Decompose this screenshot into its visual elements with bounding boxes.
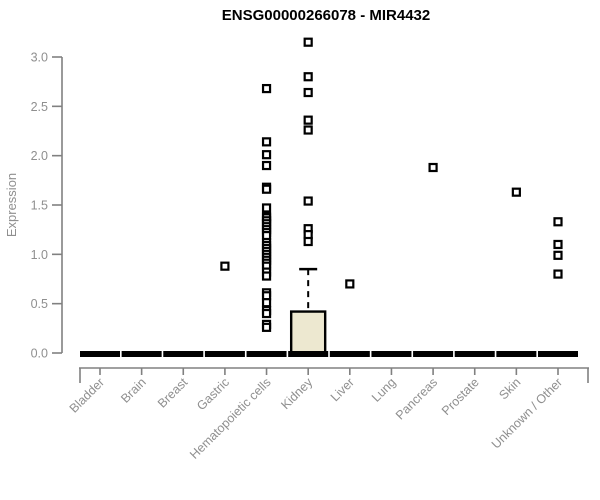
x-axis-category-label: Liver [328,375,357,404]
boxplot-median-bar [454,351,495,357]
boxplot-median-bar [329,351,370,357]
outlier-point [261,271,272,281]
x-axis-category-label: Prostate [439,375,482,418]
y-axis-tick-label: 0.5 [31,297,48,311]
boxplot-box [289,310,327,355]
boxplot-median-bar [80,351,120,357]
boxplot-median-bar [204,351,245,357]
outlier-point [261,150,272,160]
outlier-point [303,87,313,98]
outlier-point [303,196,313,206]
x-axis-category-label: Skin [496,375,523,402]
y-axis-title: Expression [4,173,19,237]
boxplot-median-bar [288,351,329,357]
outlier-point [261,83,272,94]
outlier-point [261,298,272,308]
y-axis-tick-label: 2.0 [31,149,48,163]
boxplot-median-bar [163,351,204,357]
y-axis-tick-label: 0.0 [31,347,48,361]
boxplot-median-bar [121,351,162,357]
outlier-point [303,236,313,247]
x-axis-category-label: Unknown / Other [489,375,565,451]
outlier-point [553,217,563,227]
outlier-point [261,184,272,194]
x-axis-category-label: Bladder [67,375,107,415]
outlier-point [303,125,313,135]
outlier-point [511,187,521,197]
outlier-point [261,160,272,171]
outlier-point [553,269,563,279]
y-axis-tick-label: 1.0 [31,248,48,262]
x-axis-category-label: Pancreas [393,375,440,422]
boxplot-median-bar [371,351,412,357]
x-axis-category-label: Hematopoietic cells [187,375,274,462]
outlier-point [220,261,230,271]
outlier-point [303,115,313,125]
outlier-point [303,72,313,82]
boxplot-median-bar [537,351,578,357]
x-axis-category-label: Kidney [278,375,315,412]
boxplot-median-bar [413,351,454,357]
outlier-point [553,250,563,260]
outlier-point [553,239,563,250]
x-axis-category-label: Gastric [194,375,232,413]
x-axis-category-label: Breast [155,375,191,411]
x-axis-category-label: Brain [118,375,149,406]
outlier-point [345,279,355,289]
outlier-point [261,308,272,319]
outlier-point [261,137,272,147]
boxplot-median-bar [246,351,287,357]
outlier-point [428,162,438,173]
x-axis-category-label: Lung [369,375,399,405]
chart-title: ENSG00000266078 - MIR4432 [221,7,431,24]
y-axis-tick-label: 2.5 [31,100,48,114]
boxplot-median-bar [496,351,537,357]
y-axis-tick-label: 1.5 [31,198,48,212]
outlier-point [261,203,272,213]
outlier-point [303,37,313,47]
outlier-point [261,322,272,332]
y-axis-tick-label: 3.0 [31,50,48,64]
